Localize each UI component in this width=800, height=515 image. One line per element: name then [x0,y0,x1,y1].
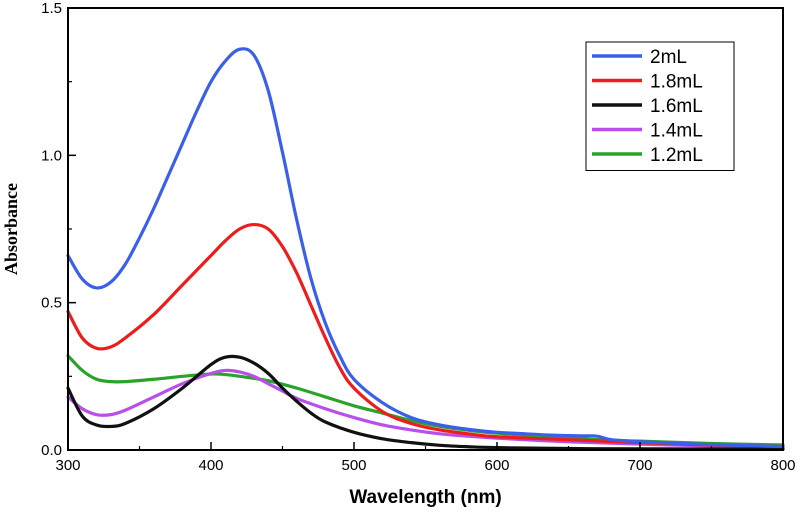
y-tick-label: 0.0 [41,442,62,459]
y-axis-ticks: 0.0 0.5 1.0 1.5 [41,0,76,459]
x-tick-label: 500 [341,457,366,474]
legend-label-2ml: 2mL [650,47,687,68]
x-tick-label: 700 [627,457,652,474]
y-tick-label: 1.5 [41,0,62,17]
series-line-1-8ml [66,222,785,449]
series-line-2ml [66,47,785,449]
legend-label-1-4ml: 1.4mL [650,121,703,142]
legend-label-1-2ml: 1.2mL [650,145,703,166]
x-axis-ticks: 300 400 500 600 700 800 [55,442,796,474]
x-tick-label: 800 [770,457,795,474]
series-line-1-6ml [66,354,785,451]
x-axis-title: Wavelength (nm) [349,487,501,508]
legend: 2mL 1.8mL 1.6mL 1.4mL 1.2mL [585,41,735,171]
series-layer [66,47,785,451]
legend-label-1-8ml: 1.8mL [650,72,703,93]
legend-label-1-6ml: 1.6mL [650,96,703,117]
x-tick-label: 600 [484,457,509,474]
series-line-1-4ml [66,368,785,449]
series-line-1-2ml [66,354,785,447]
x-tick-label: 400 [198,457,223,474]
y-tick-label: 1.0 [41,147,62,164]
y-tick-label: 0.5 [41,295,62,312]
y-axis-title: Absorbance [1,183,21,275]
x-tick-label: 300 [55,457,80,474]
